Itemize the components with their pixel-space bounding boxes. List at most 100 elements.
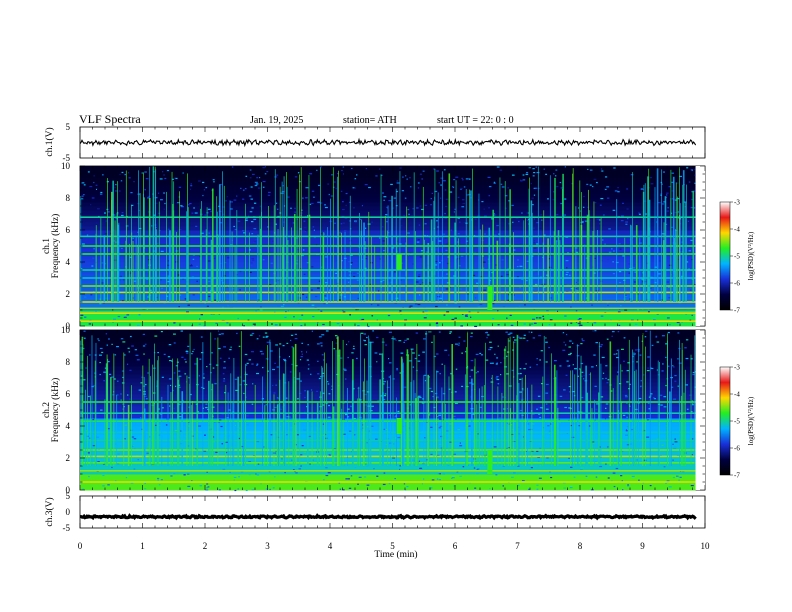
- spec-noise-cell: [591, 441, 595, 443]
- spec-streak: [436, 396, 438, 466]
- spec-noise-cell: [97, 461, 100, 463]
- spec-noise-cell: [512, 440, 516, 442]
- spec-noise-cell: [669, 324, 671, 326]
- spec-noise-cell: [583, 378, 585, 380]
- spec-noise-cell: [209, 363, 212, 365]
- spec-noise-cell: [366, 465, 369, 467]
- spec-noise-cell: [454, 317, 457, 319]
- spec-noise-cell: [428, 387, 432, 390]
- spec-streak: [232, 401, 234, 466]
- spec-noise-cell: [626, 416, 629, 418]
- spec-noise-cell: [475, 353, 479, 355]
- spec-noise-cell: [109, 373, 112, 375]
- spec-noise-cell: [600, 396, 604, 398]
- spec-noise-cell: [607, 304, 609, 307]
- spec-noise-cell: [228, 357, 231, 359]
- spec-noise-cell: [577, 281, 579, 283]
- spec-noise-cell: [253, 228, 257, 230]
- spec-noise-cell: [663, 406, 667, 408]
- spec-noise-cell: [347, 236, 349, 239]
- spec-noise-cell: [185, 361, 187, 363]
- spec-noise-cell: [474, 218, 477, 220]
- spec-noise-cell: [439, 425, 443, 428]
- spec-noise-cell: [453, 415, 456, 417]
- spec-noise-cell: [543, 168, 545, 170]
- spec-noise-cell: [604, 188, 607, 191]
- spec-noise-cell: [599, 204, 602, 206]
- spec-noise-cell: [354, 221, 357, 223]
- spec-noise-cell: [686, 261, 689, 263]
- spec-blank-region: [695, 330, 705, 490]
- spec-noise-cell: [549, 293, 551, 295]
- spec-noise-cell: [565, 344, 567, 346]
- spec-noise-cell: [327, 416, 331, 418]
- spec-noise-cell: [210, 313, 212, 315]
- spec-streak: [234, 245, 236, 302]
- spec-streak: [433, 335, 435, 466]
- spec-noise-cell: [379, 237, 381, 239]
- spec-noise-cell: [142, 333, 145, 336]
- spec-streak: [332, 341, 333, 466]
- spec-noise-cell: [184, 436, 188, 438]
- spec-noise-cell: [671, 386, 674, 388]
- spec-streak: [358, 398, 360, 466]
- spec-noise-cell: [147, 271, 149, 273]
- spec-noise-cell: [119, 173, 121, 176]
- spec-noise-cell: [342, 464, 345, 466]
- spec-streak: [179, 191, 180, 302]
- spec-noise-cell: [458, 306, 461, 308]
- spec-noise-cell: [593, 272, 596, 274]
- spec-noise-cell: [324, 256, 328, 258]
- spec-streak: [529, 217, 531, 302]
- spec-noise-cell: [331, 174, 334, 176]
- spec-noise-cell: [436, 325, 439, 327]
- spec-streak: [609, 341, 612, 466]
- spec-streak: [95, 225, 97, 302]
- spec-noise-cell: [327, 383, 330, 385]
- spec-noise-cell: [388, 292, 391, 295]
- spec-noise-cell: [111, 343, 113, 345]
- spec-streak: [153, 402, 155, 466]
- spec-noise-cell: [354, 187, 356, 189]
- spec-noise-cell: [497, 310, 499, 312]
- spec-noise-cell: [612, 472, 616, 474]
- spec-streak: [572, 168, 574, 302]
- spec-noise-cell: [610, 248, 613, 250]
- spec-streak: [399, 171, 401, 302]
- spec-noise-cell: [321, 266, 323, 268]
- spec-noise-cell: [147, 446, 149, 448]
- spec-noise-cell: [141, 428, 143, 430]
- spec-streak: [633, 352, 635, 466]
- spec-noise-cell: [166, 169, 170, 172]
- spec-streak: [192, 401, 194, 466]
- spec-noise-cell: [488, 244, 492, 246]
- spec-noise-cell: [276, 366, 280, 368]
- spec-noise-cell: [361, 205, 364, 207]
- spec-noise-cell: [531, 288, 535, 290]
- spec-noise-cell: [404, 489, 407, 491]
- spec-noise-cell: [307, 344, 309, 346]
- spec-noise-cell: [678, 362, 682, 364]
- spec-streak: [484, 342, 486, 466]
- spec-noise-cell: [253, 202, 257, 204]
- spec-noise-cell: [248, 195, 252, 197]
- spec-noise-cell: [336, 322, 340, 325]
- spec-noise-cell: [688, 250, 692, 252]
- spec-noise-cell: [264, 332, 268, 334]
- spec-noise-cell: [568, 364, 571, 367]
- spec-noise-cell: [407, 232, 410, 234]
- spec-noise-cell: [308, 435, 311, 438]
- spec-noise-cell: [667, 286, 670, 288]
- spec-noise-cell: [495, 264, 498, 266]
- spec-noise-cell: [657, 403, 661, 405]
- spec-noise-cell: [463, 221, 466, 224]
- spec-noise-cell: [303, 227, 307, 229]
- spec-noise-cell: [290, 452, 292, 455]
- spec-noise-cell: [366, 251, 370, 253]
- spec-streak: [557, 407, 559, 466]
- spec-noise-cell: [262, 336, 265, 338]
- spec-noise-cell: [526, 212, 528, 214]
- spec-band-1: [80, 312, 696, 314]
- spec-noise-cell: [265, 488, 269, 490]
- spec-noise-cell: [120, 247, 123, 250]
